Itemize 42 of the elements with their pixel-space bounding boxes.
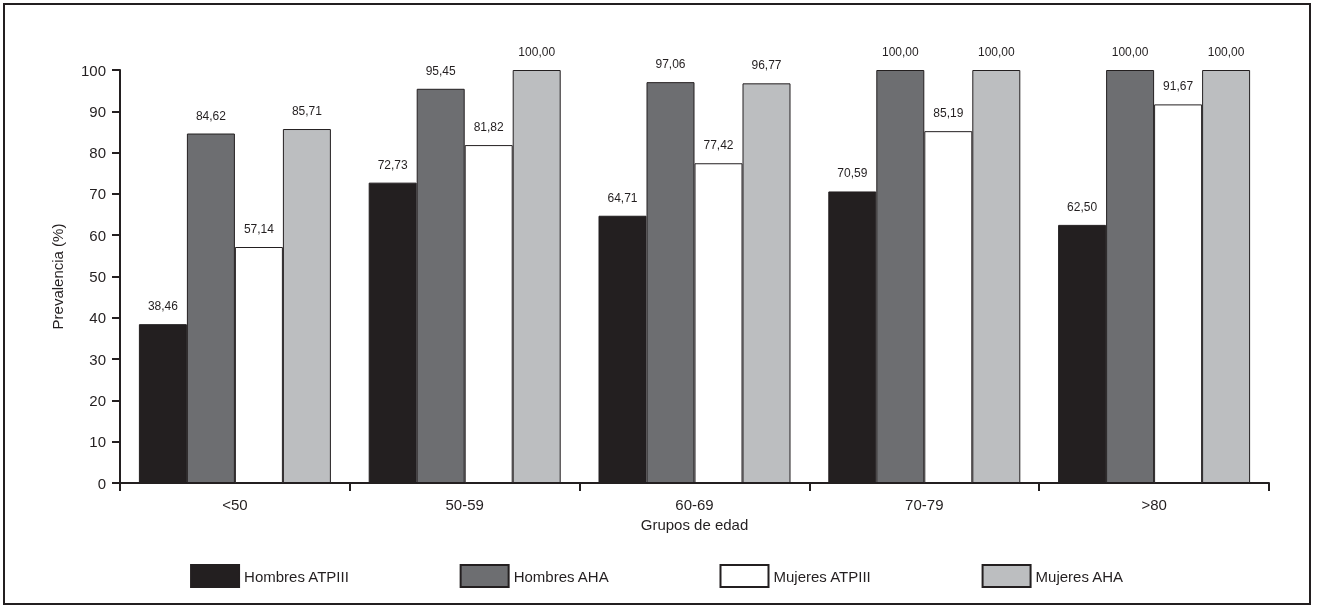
- y-tick-label: 30: [89, 350, 106, 368]
- y-tick-label: 10: [89, 433, 106, 451]
- data-label: 96,77: [751, 58, 782, 73]
- y-tick-label: 50: [89, 268, 106, 285]
- x-tick-label: 50-59: [445, 496, 484, 513]
- data-label: 70,59: [837, 166, 868, 181]
- legend-label: Mujeres ATPIII: [773, 567, 871, 585]
- y-tick-label: 40: [89, 309, 106, 327]
- y-tick-label: 20: [89, 391, 106, 409]
- legend-label: Hombres ATPIII: [244, 567, 349, 585]
- x-tick-label: >80: [1141, 496, 1167, 513]
- y-tick-label: 60: [89, 226, 106, 244]
- data-label: 57,14: [243, 222, 275, 237]
- data-label: 64,71: [607, 190, 638, 205]
- x-tick-label: 70-79: [905, 496, 944, 513]
- data-label: 38,46: [147, 299, 179, 314]
- x-axis-title: Grupos de edad: [640, 515, 749, 533]
- data-label: 77,42: [703, 138, 734, 153]
- x-tick-label: 60-69: [675, 496, 714, 513]
- legend-label: Hombres AHA: [513, 567, 609, 585]
- y-axis-title: Prevalencia (%): [49, 223, 66, 330]
- y-tick-label: 80: [89, 144, 106, 162]
- data-label: 100,00: [518, 45, 556, 59]
- data-label: 97,06: [655, 57, 686, 72]
- data-label: 85,71: [291, 104, 323, 119]
- data-label: 100,00: [1207, 45, 1245, 59]
- data-label: 100,00: [881, 45, 919, 59]
- y-tick-label: 70: [89, 185, 106, 203]
- data-label: 84,62: [195, 108, 227, 123]
- y-tick-label: 0: [97, 474, 106, 492]
- data-label: 72,73: [377, 157, 409, 172]
- data-label: 100,00: [1111, 45, 1149, 59]
- y-tick-label: 90: [89, 102, 106, 120]
- y-tick-label: 100: [80, 61, 106, 79]
- data-label: 85,19: [933, 106, 964, 121]
- data-label: 62,50: [1067, 199, 1098, 214]
- data-label: 81,82: [473, 120, 505, 135]
- data-label: 95,45: [425, 63, 457, 78]
- data-label: 100,00: [977, 45, 1015, 59]
- legend-label: Mujeres AHA: [1035, 567, 1124, 585]
- data-label: 91,67: [1163, 79, 1194, 94]
- x-tick-label: <50: [222, 496, 248, 513]
